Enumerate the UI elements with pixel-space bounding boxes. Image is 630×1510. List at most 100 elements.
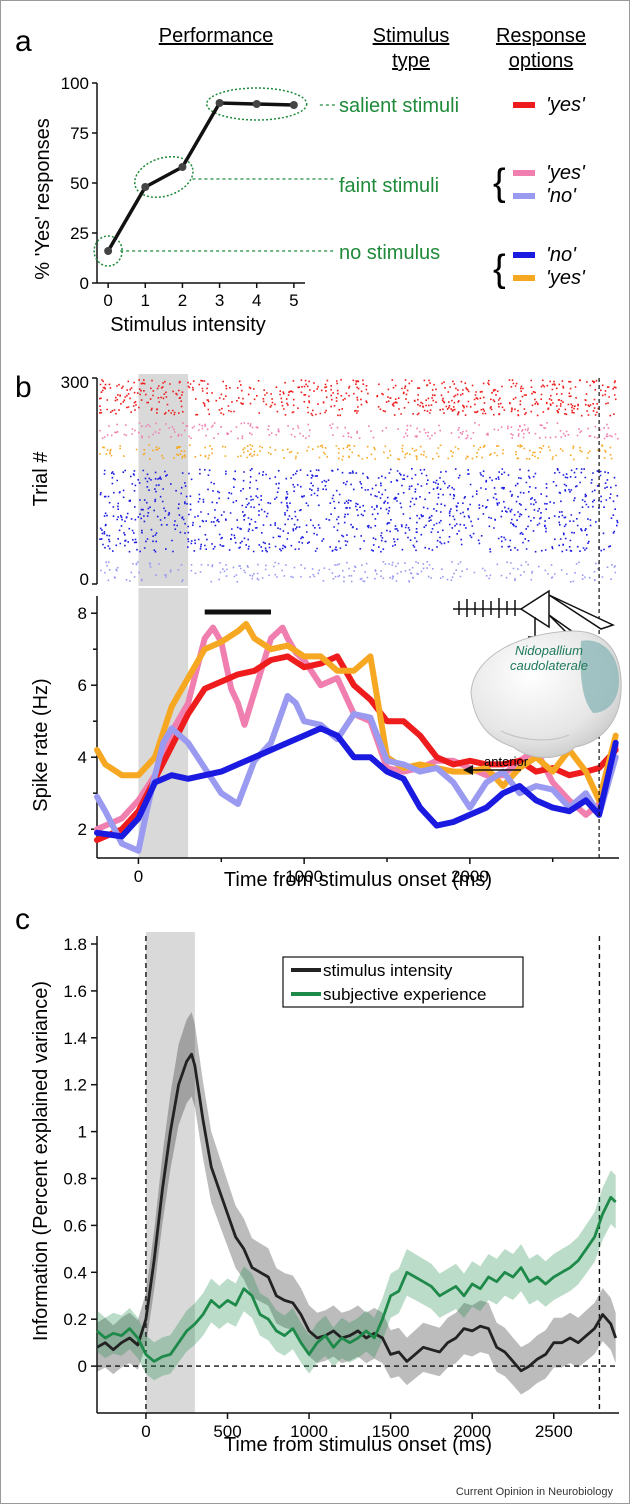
c-xtick-label: 2000: [453, 1422, 491, 1441]
raster-band-none_yes: [99, 444, 613, 461]
a-xtick-label: 2: [178, 291, 187, 310]
raster-tick-0: 0: [80, 570, 89, 589]
legend-label-intensity: stimulus intensity: [323, 961, 453, 980]
response-none-yes: 'yes': [546, 267, 586, 289]
legend-box: [282, 956, 524, 1008]
response-options-header-line1: Response: [496, 25, 586, 47]
panel-b-ylabel: Spike rate (Hz): [30, 678, 52, 811]
a-ytick-label: 50: [70, 174, 89, 193]
c-ytick-label: 1.2: [63, 1076, 87, 1095]
performance-point: [289, 101, 298, 109]
brain-icon: [470, 630, 622, 758]
category-label-salient: salient stimuli: [339, 95, 459, 117]
performance-point: [252, 100, 261, 108]
a-ytick-label: 25: [70, 224, 89, 243]
brain-inset: Nidopallium caudolaterale anterior: [453, 589, 622, 775]
raster-plot: [92, 374, 619, 586]
stimulus-type-header-line1: Stimulus: [373, 25, 450, 47]
c-ytick-label: 1.6: [63, 982, 87, 1001]
group-ellipse-faint: [133, 155, 194, 199]
group-ellipse-none: [93, 235, 123, 267]
panel-c-letter: c: [15, 903, 30, 936]
brain-region-label-line2: caudolaterale: [510, 658, 588, 673]
raster-band-salient_yes: [99, 379, 617, 417]
panel-a: a Performance Stimulus type Response opt…: [15, 25, 586, 336]
b-xtick-label: 0: [134, 867, 143, 886]
panel-c-ylabel: Information (Percent explained variance): [30, 981, 52, 1341]
performance-point: [178, 163, 187, 171]
b-xtick-label: 2000: [451, 867, 489, 886]
brace-faint: {: [493, 162, 506, 204]
raster-tick-300: 300: [61, 373, 89, 392]
a-xtick-label: 5: [289, 291, 298, 310]
panel-b-xlabel: Time from stimulus onset (ms): [224, 869, 492, 891]
a-xtick-label: 1: [141, 291, 150, 310]
c-ytick-label: 1.4: [63, 1029, 87, 1048]
panel-b: b 300 0 Trial # 2 4 6 8 0 1000 2000 Time from …: [15, 371, 622, 891]
performance-line: [106, 101, 294, 252]
performance-header: Performance: [159, 25, 274, 47]
panel-c-xlabel: Time from stimulus onset (ms): [224, 1434, 492, 1456]
anterior-arrow: [463, 765, 521, 775]
legend-label-subjective: subjective experience: [323, 985, 486, 1004]
performance-plot: 0 25 50 75 100 0 1 2 3 4 5: [61, 74, 335, 310]
c-ytick-label: 0.8: [63, 1170, 87, 1189]
panel-c: c 0 0.2 0.4 0.6 0.8 1 1.2 1.4 1.6 1.8 0 500 1000 1500…: [15, 903, 619, 1456]
stimulus-type-header-line2: type: [392, 50, 430, 72]
response-legend-faint: { 'yes' 'no': [493, 162, 586, 207]
b-ytick-label: 8: [78, 604, 87, 623]
b-xtick-label: 1000: [285, 867, 323, 886]
response-legend-salient: 'yes': [513, 94, 586, 116]
performance-point: [141, 183, 150, 191]
response-faint-no: 'no': [546, 185, 577, 207]
category-label-faint: faint stimuli: [339, 175, 439, 197]
info-line-intensity: [96, 1052, 618, 1373]
c-xtick-label: 1500: [372, 1422, 410, 1441]
performance-point: [215, 99, 224, 107]
c-ytick-label: 0.6: [63, 1216, 87, 1235]
c-ytick-label: 0.4: [63, 1263, 87, 1282]
a-xtick-label: 3: [215, 291, 224, 310]
group-ellipse-salient: [205, 87, 308, 121]
response-options-header-line2: options: [509, 50, 574, 72]
panel-a-xlabel: Stimulus intensity: [110, 314, 266, 336]
b-ytick-label: 6: [78, 676, 87, 695]
credit-line: Current Opinion in Neurobiology: [456, 1486, 614, 1498]
c-ytick-label: 0: [78, 1357, 87, 1376]
response-salient-yes: 'yes': [546, 94, 586, 116]
anterior-label: anterior: [484, 754, 529, 769]
response-legend-none: { 'no' 'yes': [493, 244, 586, 290]
spike-rate-line-none_no: [94, 725, 619, 840]
c-ytick-label: 0.2: [63, 1310, 87, 1329]
information-plot: 0 0.2 0.4 0.6 0.8 1 1.2 1.4 1.6 1.8 0 500 1000 1500 20…: [63, 932, 619, 1441]
c-ytick-label: 1.8: [63, 935, 87, 954]
c-xtick-label: 0: [141, 1422, 150, 1441]
brace-none: {: [493, 248, 506, 290]
c-xtick-label: 500: [213, 1422, 241, 1441]
a-xtick-label: 0: [103, 291, 112, 310]
performance-point: [104, 247, 113, 255]
raster-ylabel: Trial #: [30, 451, 52, 507]
c-xtick-label: 2500: [535, 1422, 573, 1441]
error-band-intensity: [97, 1012, 616, 1395]
spike-rate-line-salient_yes: [94, 653, 619, 843]
spike-rate-line-none_yes: [94, 621, 619, 804]
b-ytick-label: 2: [78, 820, 87, 839]
panel-b-letter: b: [15, 371, 32, 404]
c-ytick-label: 1: [78, 1123, 87, 1142]
raster-stim-window: [138, 374, 189, 586]
response-faint-yes: 'yes': [546, 162, 586, 184]
brain-region-label-line1: Nidopallium: [515, 643, 583, 658]
a-ytick-label: 75: [70, 124, 89, 143]
b-ytick-label: 4: [78, 748, 87, 767]
spike-rate-plot: 2 4 6 8 0 1000 2000: [78, 588, 619, 886]
info-line-subjective: [96, 1195, 617, 1363]
c-xtick-label: 1000: [290, 1422, 328, 1441]
response-none-no: 'no': [546, 244, 577, 266]
a-xtick-label: 4: [252, 291, 261, 310]
a-ytick-label: 0: [80, 274, 89, 293]
panel-a-letter: a: [15, 25, 32, 58]
category-label-none: no stimulus: [339, 242, 440, 264]
